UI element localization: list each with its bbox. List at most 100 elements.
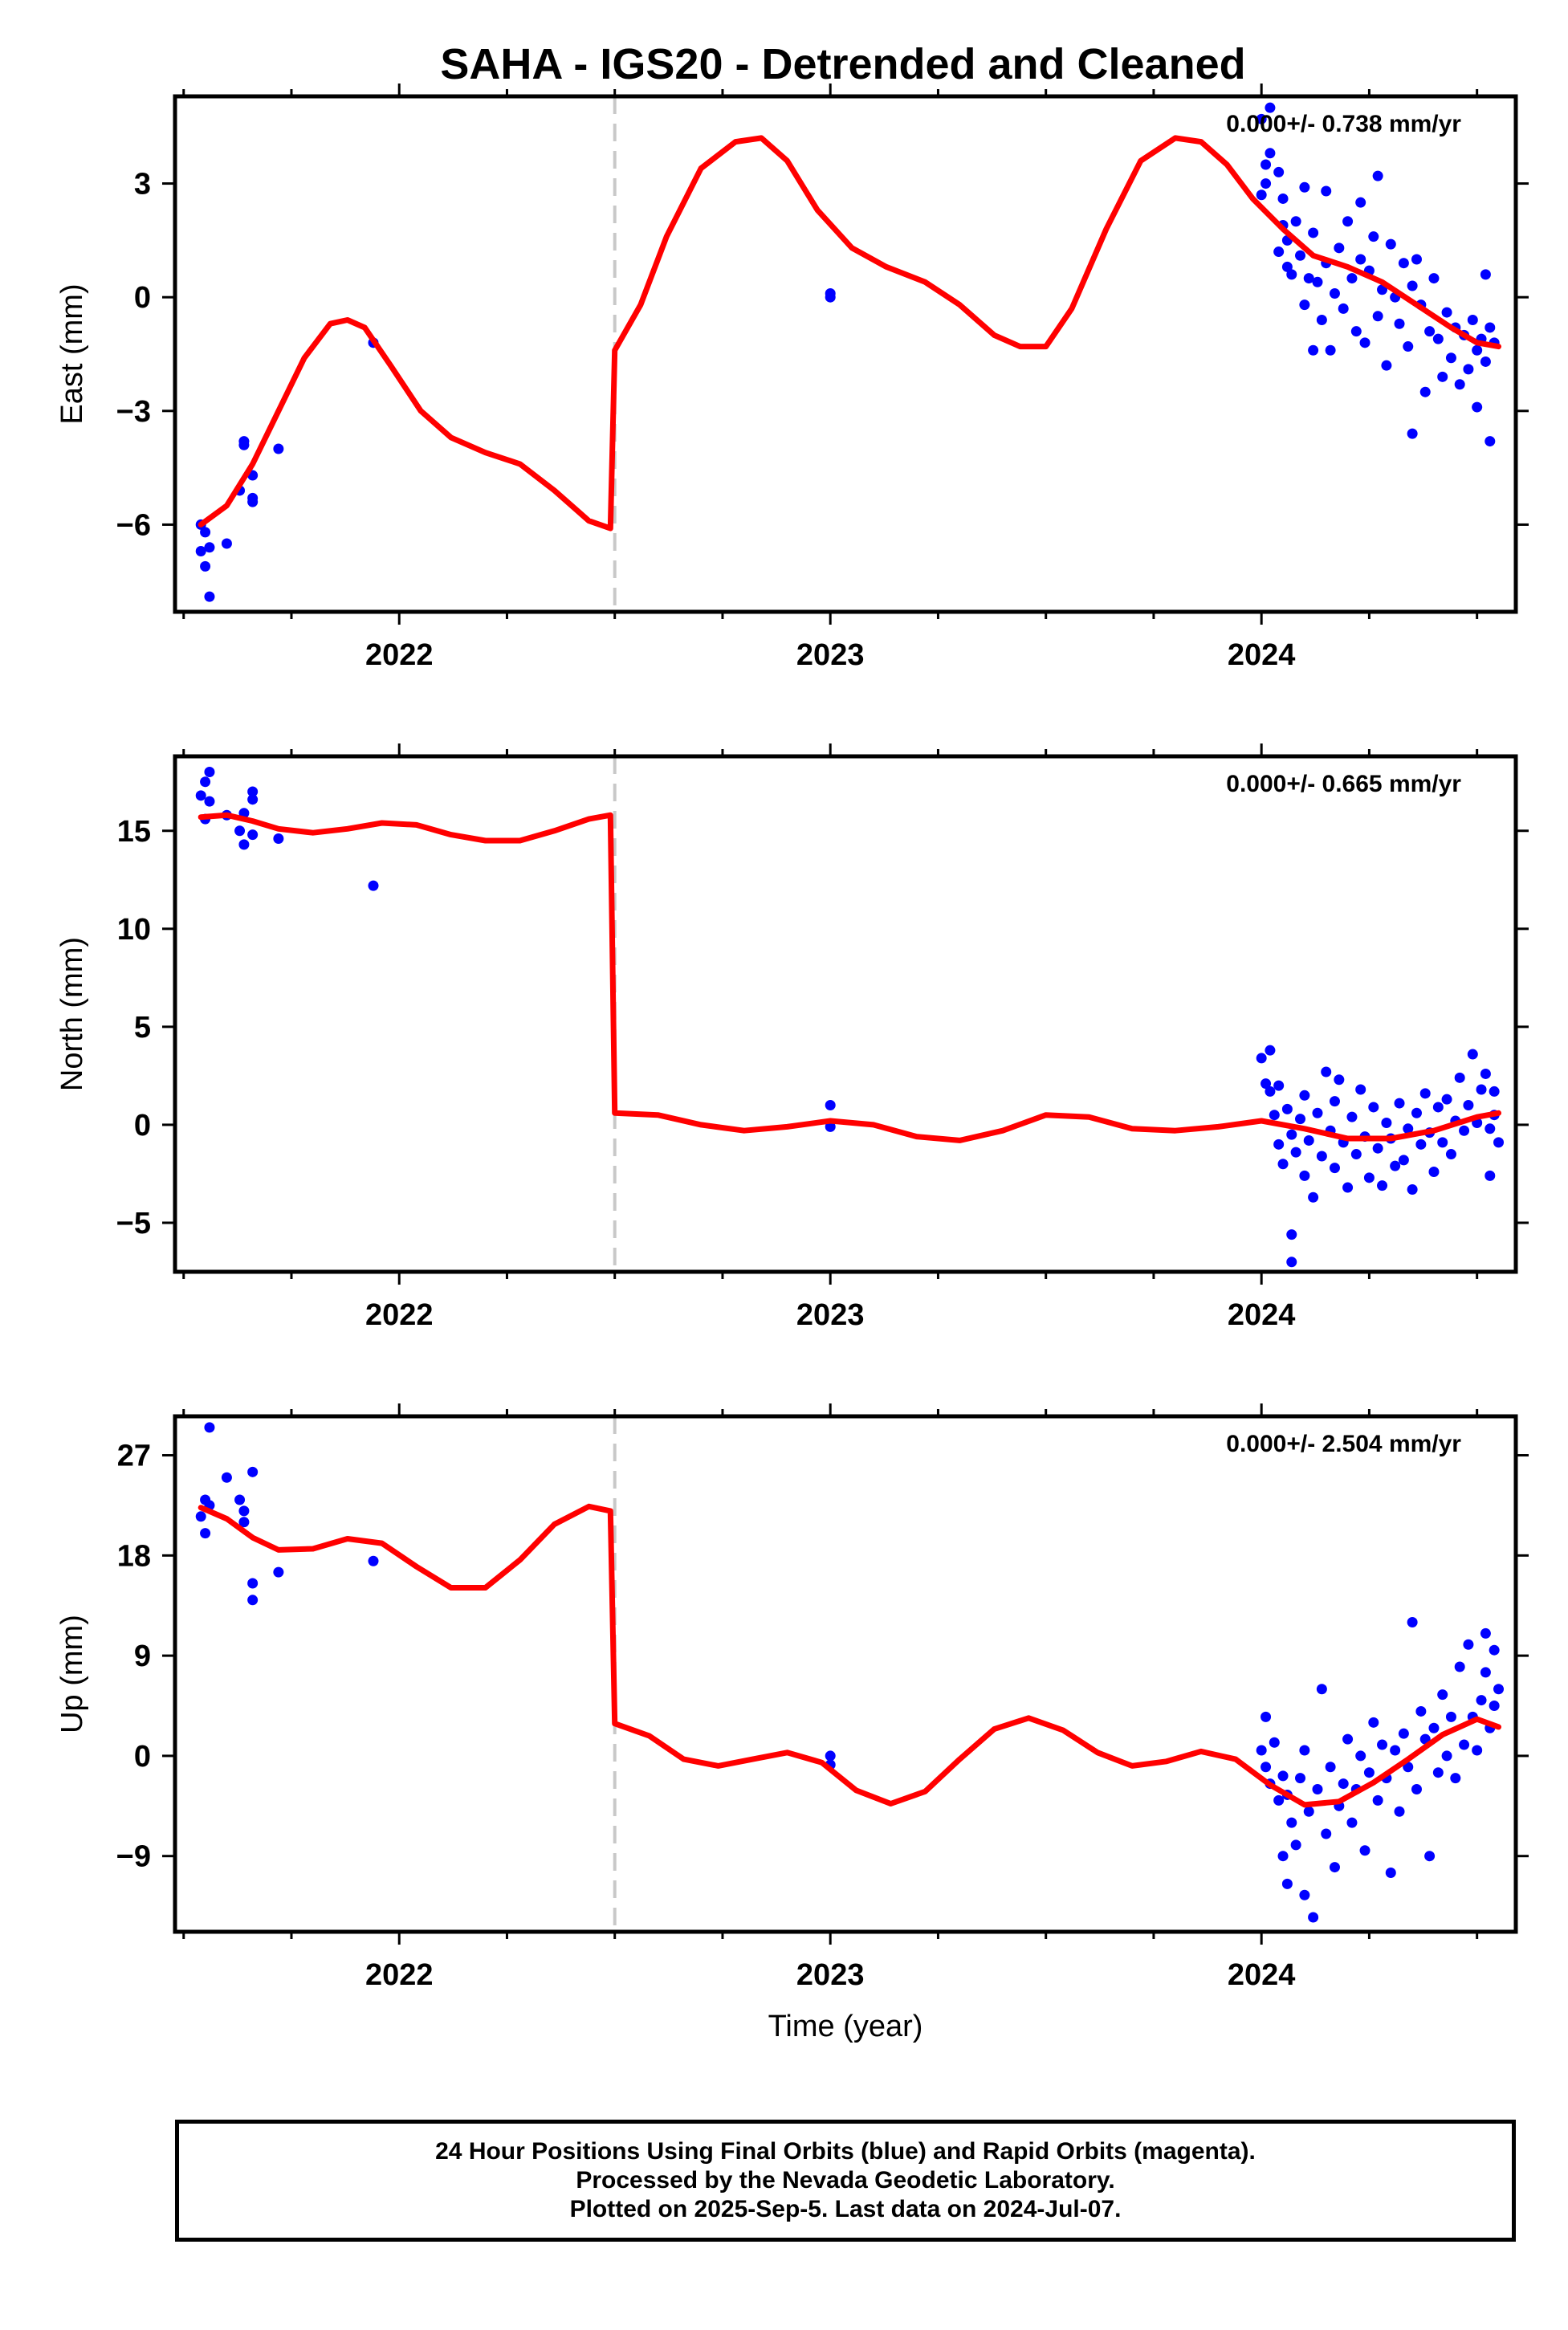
north-y-tick-label: 15 [117, 815, 151, 849]
north-data-point [1342, 1182, 1354, 1193]
up-y-axis-label: Up (mm) [55, 1615, 89, 1733]
east-data-point [195, 545, 206, 556]
north-data-point [1329, 1163, 1340, 1174]
north-data-point [1403, 1123, 1414, 1134]
north-data-point [1441, 1094, 1452, 1105]
north-data-point [1419, 1088, 1431, 1099]
north-data-point [1273, 1139, 1285, 1150]
caption-box: 24 Hour Positions Using Final Orbits (bl… [175, 2120, 1516, 2242]
up-y-tick-label: 18 [117, 1539, 151, 1573]
north-data-point [1312, 1107, 1323, 1118]
up-points [195, 1422, 1505, 1923]
north-data-point [1295, 1114, 1306, 1125]
up-data-point [1493, 1684, 1505, 1695]
north-model-curve [198, 812, 1501, 1143]
east-data-point [1338, 303, 1349, 314]
east-rate-annotation: 0.000+/- 0.738 mm/yr [1226, 111, 1461, 137]
east-data-point [1316, 315, 1327, 326]
east-data-point [1277, 193, 1289, 204]
east-data-point [1273, 246, 1285, 258]
east-x-tick-label: 2024 [1228, 638, 1296, 672]
north-data-point [1281, 1103, 1293, 1114]
up-data-point [1295, 1773, 1306, 1784]
up-x-tick-label: 2023 [796, 1958, 865, 1992]
up-data-point [247, 1578, 259, 1589]
east-data-point [1480, 356, 1491, 367]
north-x-tick-label: 2023 [796, 1298, 865, 1332]
up-data-point [1316, 1684, 1327, 1695]
north-data-point [1381, 1117, 1392, 1128]
up-data-point [1450, 1773, 1461, 1784]
up-data-point [1411, 1784, 1422, 1795]
up-data-point [1277, 1770, 1289, 1782]
east-y-tick-label: −3 [116, 395, 151, 429]
north-data-point [247, 829, 259, 841]
north-data-point [1286, 1229, 1297, 1240]
north-y-axis-label: North (mm) [55, 937, 89, 1091]
east-data-point [1428, 273, 1440, 284]
north-x-tick-label: 2024 [1228, 1298, 1296, 1332]
up-data-point [238, 1517, 250, 1528]
east-data-point [1325, 344, 1336, 356]
up-data-point [1329, 1862, 1340, 1873]
east-data-point [1467, 315, 1478, 326]
up-data-point [1432, 1767, 1444, 1778]
north-data-point [1355, 1084, 1366, 1095]
east-data-point [1308, 344, 1319, 356]
east-frame [173, 94, 1518, 614]
east-data-point [1368, 231, 1379, 242]
up-data-point [1281, 1878, 1293, 1889]
north-data-point [1308, 1191, 1319, 1203]
north-data-point [1489, 1086, 1500, 1097]
north-frame [173, 754, 1518, 1274]
east-data-point [1372, 311, 1383, 322]
north-data-point [1394, 1098, 1405, 1109]
up-data-point [1394, 1806, 1405, 1817]
north-data-point [1480, 1068, 1491, 1079]
east-data-point [1381, 360, 1392, 371]
east-data-point [1312, 276, 1323, 287]
up-data-point [1437, 1689, 1448, 1701]
north-data-point [1350, 1149, 1362, 1160]
north-data-point [1269, 1110, 1280, 1121]
north-data-point [247, 786, 259, 797]
east-data-point [1398, 258, 1409, 269]
north-data-point [195, 790, 206, 801]
up-x-tick-label: 2022 [365, 1958, 434, 1992]
up-data-point [1342, 1733, 1354, 1745]
north-data-point [1329, 1096, 1340, 1107]
north-data-point [825, 1100, 836, 1111]
east-data-point [1463, 364, 1474, 375]
north-points [195, 767, 1505, 1268]
east-data-point [1261, 159, 1272, 170]
north-data-point [1428, 1167, 1440, 1178]
north-data-point [1407, 1183, 1418, 1195]
north-data-point [1290, 1147, 1301, 1158]
north-data-point [1476, 1084, 1487, 1095]
east-data-point [1321, 185, 1332, 197]
north-data-point [204, 796, 215, 807]
north-data-point [1321, 1066, 1332, 1077]
north-y-tick-label: −5 [116, 1207, 151, 1240]
north-data-point [204, 767, 215, 778]
north-data-point [1485, 1123, 1496, 1134]
north-data-point [1467, 1049, 1478, 1060]
north-data-point [1261, 1078, 1272, 1090]
east-data-point [1372, 170, 1383, 181]
east-data-point [1295, 250, 1306, 261]
north-data-point [1299, 1090, 1310, 1101]
up-data-point [1355, 1750, 1366, 1762]
up-y-tick-label: −9 [116, 1840, 151, 1874]
east-data-point [200, 527, 211, 538]
up-frame [173, 1414, 1518, 1934]
up-data-point [234, 1494, 246, 1505]
up-data-point [1368, 1717, 1379, 1728]
north-data-point [247, 794, 259, 805]
north-data-point [1485, 1170, 1496, 1181]
up-data-point [1441, 1750, 1452, 1762]
up-data-point [1286, 1817, 1297, 1828]
north-data-point [1390, 1160, 1401, 1171]
east-panel: 2022 2023 2024 −6 −3 0 3 East (mm) 0.000+/- 0.73… [55, 84, 1529, 672]
east-model-curve [198, 135, 1501, 532]
north-data-point [1256, 1053, 1267, 1064]
